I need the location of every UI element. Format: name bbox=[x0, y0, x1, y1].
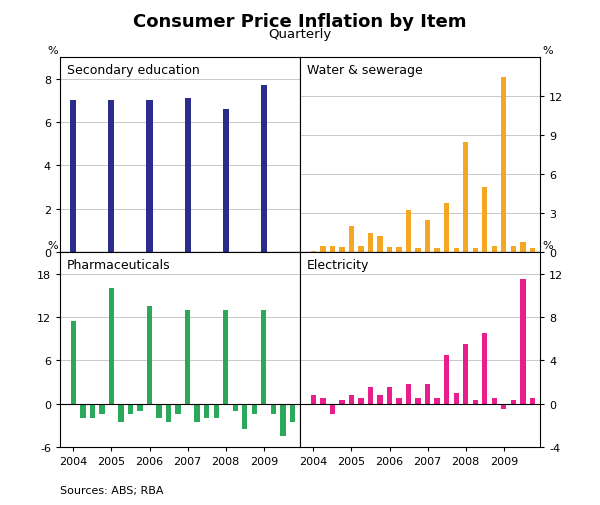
Bar bbox=[137, 403, 143, 411]
Bar bbox=[415, 248, 421, 252]
Bar bbox=[90, 403, 95, 418]
Bar bbox=[358, 246, 364, 252]
Bar bbox=[406, 211, 411, 252]
Bar bbox=[339, 400, 344, 403]
Text: Consumer Price Inflation by Item: Consumer Price Inflation by Item bbox=[133, 13, 467, 31]
Text: %: % bbox=[542, 46, 553, 56]
Bar bbox=[311, 251, 316, 252]
Bar bbox=[454, 248, 459, 252]
Bar bbox=[330, 246, 335, 252]
Bar bbox=[530, 398, 535, 403]
Text: Sources: ABS; RBA: Sources: ABS; RBA bbox=[60, 485, 163, 495]
Bar bbox=[520, 279, 526, 403]
Bar bbox=[397, 398, 402, 403]
Bar bbox=[368, 233, 373, 252]
Bar bbox=[214, 403, 219, 418]
Bar bbox=[415, 398, 421, 403]
Bar bbox=[511, 400, 516, 403]
Bar bbox=[491, 246, 497, 252]
Bar bbox=[223, 310, 229, 403]
Bar bbox=[339, 247, 344, 252]
Bar bbox=[146, 102, 152, 252]
Bar bbox=[511, 246, 516, 252]
Bar bbox=[290, 403, 295, 422]
Bar bbox=[261, 310, 266, 403]
Bar bbox=[320, 398, 326, 403]
Bar bbox=[473, 248, 478, 252]
Text: %: % bbox=[47, 46, 58, 56]
Bar bbox=[311, 395, 316, 403]
Bar bbox=[501, 403, 506, 409]
Bar bbox=[185, 99, 191, 252]
Bar bbox=[99, 403, 104, 415]
Bar bbox=[194, 403, 200, 422]
Bar bbox=[482, 188, 487, 252]
Text: Quarterly: Quarterly bbox=[268, 28, 332, 41]
Bar bbox=[128, 403, 133, 415]
Bar bbox=[377, 395, 383, 403]
Bar bbox=[425, 384, 430, 403]
Text: %: % bbox=[542, 240, 553, 250]
Bar bbox=[349, 227, 354, 252]
Bar bbox=[251, 403, 257, 415]
Bar bbox=[233, 403, 238, 411]
Bar bbox=[358, 398, 364, 403]
Bar bbox=[397, 247, 402, 252]
Bar bbox=[147, 307, 152, 403]
Text: Pharmaceuticals: Pharmaceuticals bbox=[67, 259, 171, 271]
Bar bbox=[175, 403, 181, 415]
Bar bbox=[530, 248, 535, 252]
Bar bbox=[406, 384, 411, 403]
Bar bbox=[320, 246, 326, 252]
Bar bbox=[109, 102, 115, 252]
Bar bbox=[368, 387, 373, 403]
Bar bbox=[491, 398, 497, 403]
Bar bbox=[204, 403, 209, 418]
Text: %: % bbox=[47, 240, 58, 250]
Bar bbox=[118, 403, 124, 422]
Bar bbox=[377, 237, 383, 252]
Text: Electricity: Electricity bbox=[307, 259, 370, 271]
Bar bbox=[223, 110, 229, 253]
Bar bbox=[520, 242, 526, 252]
Bar bbox=[70, 102, 76, 252]
Bar bbox=[501, 77, 506, 252]
Bar bbox=[157, 403, 162, 418]
Bar bbox=[242, 403, 247, 429]
Bar bbox=[444, 355, 449, 403]
Bar bbox=[185, 310, 190, 403]
Bar bbox=[349, 395, 354, 403]
Bar bbox=[463, 344, 469, 403]
Text: Secondary education: Secondary education bbox=[67, 64, 200, 77]
Bar bbox=[454, 393, 459, 403]
Bar bbox=[387, 247, 392, 252]
Bar bbox=[444, 203, 449, 252]
Bar bbox=[434, 248, 440, 252]
Bar bbox=[473, 400, 478, 403]
Bar bbox=[109, 288, 114, 403]
Bar bbox=[271, 403, 276, 415]
Bar bbox=[80, 403, 86, 418]
Bar bbox=[387, 387, 392, 403]
Bar bbox=[71, 321, 76, 403]
Bar bbox=[330, 403, 335, 415]
Bar bbox=[425, 220, 430, 252]
Bar bbox=[482, 333, 487, 403]
Bar bbox=[280, 403, 286, 436]
Bar bbox=[166, 403, 171, 422]
Text: Water & sewerage: Water & sewerage bbox=[307, 64, 423, 77]
Bar bbox=[261, 86, 267, 252]
Bar bbox=[463, 142, 469, 252]
Bar bbox=[434, 398, 440, 403]
